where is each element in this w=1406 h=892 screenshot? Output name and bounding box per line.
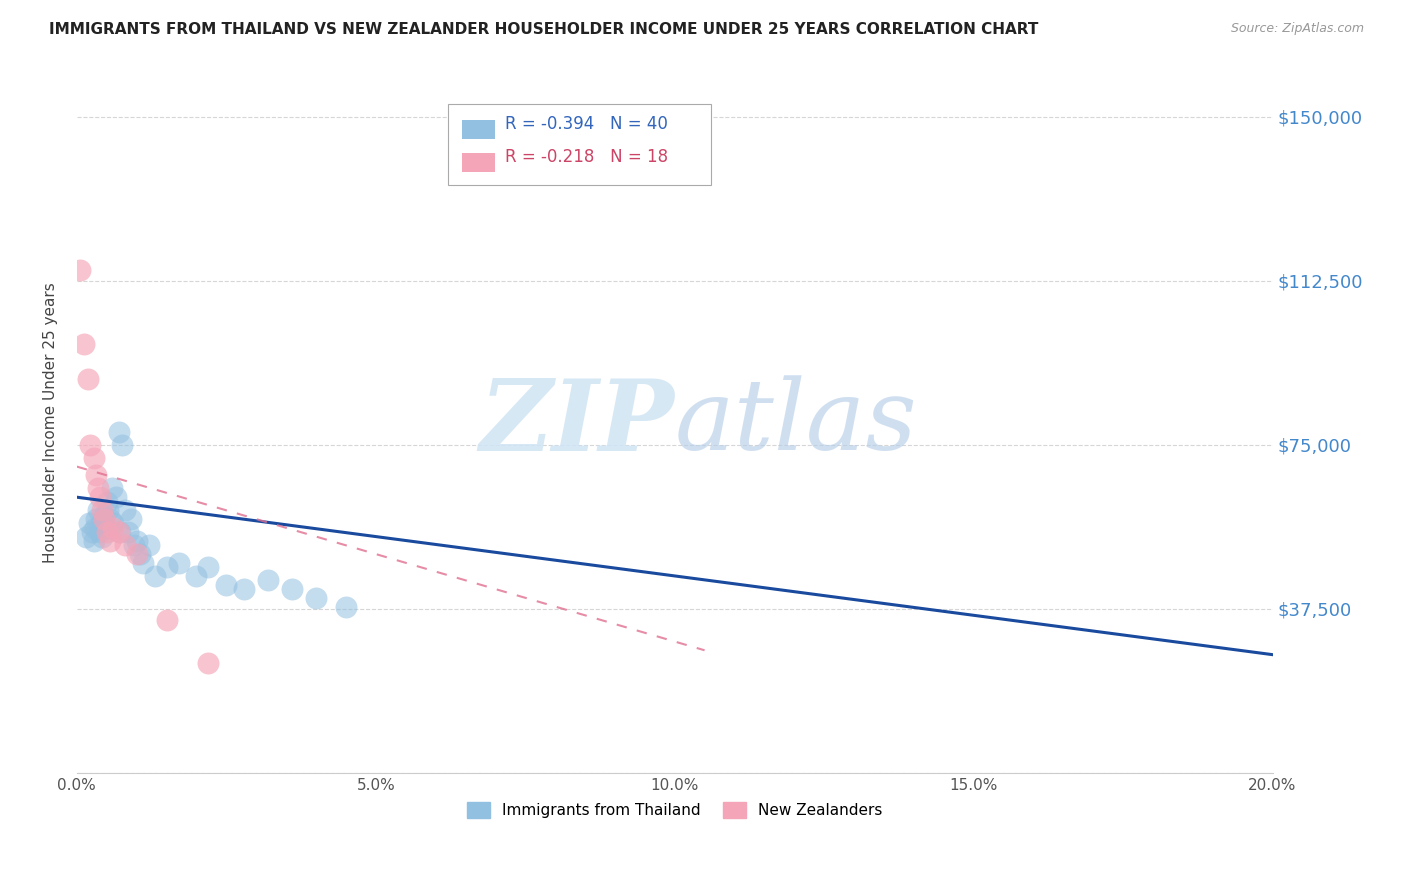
- Point: [215, 577, 238, 591]
- Point: [138, 538, 160, 552]
- Text: atlas: atlas: [675, 376, 918, 470]
- Point: [73, 337, 96, 351]
- Point: [84, 512, 107, 526]
- Text: R = -0.218   N = 18: R = -0.218 N = 18: [505, 148, 668, 166]
- Point: [96, 494, 118, 508]
- Point: [122, 538, 145, 552]
- Point: [83, 521, 105, 535]
- Point: [281, 582, 304, 596]
- Legend: Immigrants from Thailand, New Zealanders: Immigrants from Thailand, New Zealanders: [461, 797, 889, 824]
- Point: [101, 521, 124, 535]
- Point: [131, 556, 153, 570]
- Point: [79, 438, 101, 452]
- Point: [87, 503, 110, 517]
- Point: [77, 516, 100, 531]
- Point: [107, 425, 129, 439]
- Point: [117, 525, 139, 540]
- Point: [93, 508, 115, 522]
- Text: R = -0.394   N = 40: R = -0.394 N = 40: [505, 115, 668, 133]
- Point: [104, 490, 127, 504]
- Point: [257, 574, 280, 588]
- Point: [83, 450, 105, 465]
- Point: [128, 547, 150, 561]
- Point: [100, 482, 122, 496]
- Point: [84, 468, 107, 483]
- Point: [98, 512, 121, 526]
- Point: [101, 516, 124, 531]
- Point: [197, 560, 219, 574]
- Point: [94, 521, 117, 535]
- Point: [91, 530, 114, 544]
- Point: [186, 569, 208, 583]
- Point: [98, 533, 121, 548]
- Point: [91, 503, 114, 517]
- Point: [335, 599, 357, 614]
- FancyBboxPatch shape: [461, 153, 495, 172]
- Point: [233, 582, 256, 596]
- Point: [75, 530, 97, 544]
- Point: [305, 591, 328, 605]
- Text: IMMIGRANTS FROM THAILAND VS NEW ZEALANDER HOUSEHOLDER INCOME UNDER 25 YEARS CORR: IMMIGRANTS FROM THAILAND VS NEW ZEALANDE…: [49, 22, 1039, 37]
- Point: [87, 482, 110, 496]
- Point: [120, 512, 142, 526]
- Point: [83, 533, 105, 548]
- Point: [80, 525, 103, 540]
- FancyBboxPatch shape: [461, 120, 495, 139]
- Point: [89, 490, 111, 504]
- Text: ZIP: ZIP: [479, 375, 675, 471]
- Point: [125, 533, 148, 548]
- Point: [90, 516, 112, 531]
- Point: [76, 372, 98, 386]
- Point: [108, 525, 131, 540]
- FancyBboxPatch shape: [447, 104, 710, 185]
- Point: [143, 569, 166, 583]
- Text: Source: ZipAtlas.com: Source: ZipAtlas.com: [1230, 22, 1364, 36]
- Point: [111, 438, 134, 452]
- Point: [155, 560, 177, 574]
- Point: [125, 547, 148, 561]
- Point: [197, 657, 219, 671]
- Point: [97, 503, 120, 517]
- Point: [155, 613, 177, 627]
- Point: [114, 503, 136, 517]
- Point: [96, 525, 118, 540]
- Point: [89, 525, 111, 540]
- Point: [167, 556, 190, 570]
- Point: [114, 538, 136, 552]
- Y-axis label: Householder Income Under 25 years: Householder Income Under 25 years: [44, 283, 58, 563]
- Point: [107, 525, 129, 540]
- Point: [93, 512, 115, 526]
- Point: [69, 262, 91, 277]
